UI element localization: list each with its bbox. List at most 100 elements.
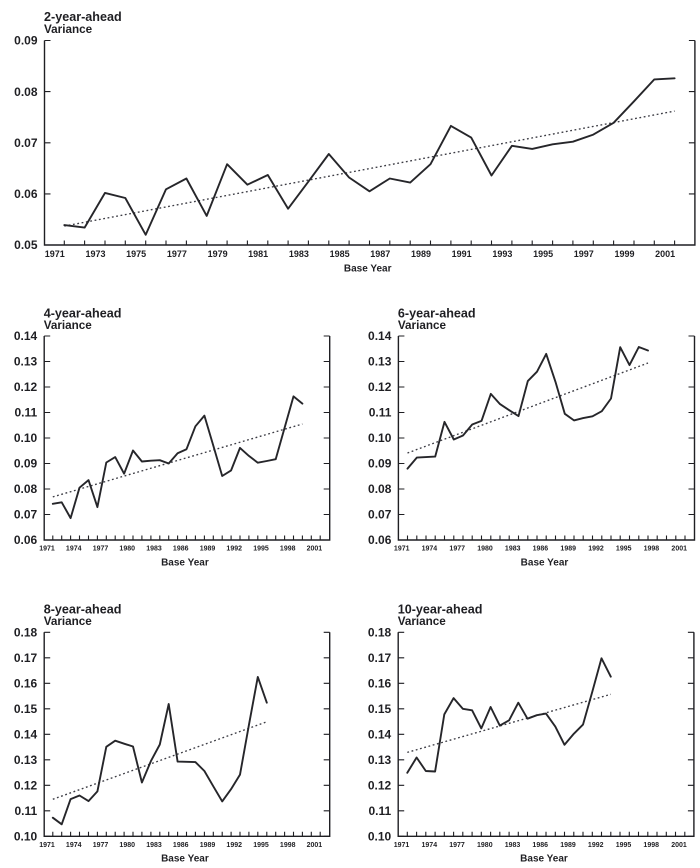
svg-text:4-year-ahead: 4-year-ahead [44, 307, 122, 321]
svg-text:0.11: 0.11 [14, 804, 37, 818]
svg-text:Variance: Variance [398, 319, 447, 332]
svg-text:0.08: 0.08 [14, 85, 38, 99]
svg-text:2001: 2001 [671, 842, 687, 849]
svg-text:1998: 1998 [280, 546, 296, 553]
svg-text:6-year-ahead: 6-year-ahead [398, 307, 476, 321]
svg-text:1998: 1998 [643, 842, 659, 849]
svg-text:0.17: 0.17 [368, 651, 392, 665]
svg-text:0.16: 0.16 [14, 677, 38, 691]
svg-text:1980: 1980 [119, 546, 135, 553]
svg-text:0.07: 0.07 [368, 508, 392, 522]
svg-text:1992: 1992 [588, 546, 604, 553]
svg-text:1987: 1987 [370, 249, 390, 259]
svg-text:1974: 1974 [66, 842, 82, 849]
svg-text:1986: 1986 [532, 842, 548, 849]
svg-text:1977: 1977 [93, 842, 109, 849]
svg-text:8-year-ahead: 8-year-ahead [44, 603, 122, 617]
svg-text:0.07: 0.07 [14, 508, 38, 522]
svg-text:0.16: 0.16 [368, 677, 392, 691]
svg-text:1971: 1971 [394, 842, 410, 849]
svg-text:Variance: Variance [44, 615, 93, 628]
svg-text:1983: 1983 [146, 842, 162, 849]
svg-text:1974: 1974 [422, 546, 438, 553]
svg-text:1989: 1989 [411, 249, 431, 259]
svg-text:1983: 1983 [505, 546, 521, 553]
svg-text:1985: 1985 [330, 249, 350, 259]
svg-text:0.13: 0.13 [368, 355, 392, 369]
svg-text:0.08: 0.08 [14, 482, 38, 496]
svg-text:1980: 1980 [477, 842, 493, 849]
svg-text:1997: 1997 [574, 249, 594, 259]
svg-text:1971: 1971 [39, 842, 55, 849]
svg-text:0.13: 0.13 [14, 355, 38, 369]
svg-text:0.09: 0.09 [14, 457, 38, 471]
svg-text:1977: 1977 [167, 249, 187, 259]
svg-text:1995: 1995 [616, 842, 632, 849]
svg-text:1986: 1986 [173, 546, 189, 553]
svg-text:1983: 1983 [505, 842, 521, 849]
svg-text:1999: 1999 [614, 249, 634, 259]
svg-text:0.12: 0.12 [368, 380, 392, 394]
svg-text:0.11: 0.11 [368, 804, 391, 818]
svg-text:2001: 2001 [671, 546, 687, 553]
svg-text:0.11: 0.11 [14, 406, 37, 420]
svg-text:1981: 1981 [248, 249, 268, 259]
svg-text:0.14: 0.14 [14, 728, 38, 742]
svg-text:1992: 1992 [226, 842, 242, 849]
svg-text:10-year-ahead: 10-year-ahead [398, 603, 483, 617]
svg-text:1980: 1980 [477, 546, 493, 553]
svg-text:1977: 1977 [93, 546, 109, 553]
svg-text:0.05: 0.05 [14, 238, 38, 252]
svg-text:1979: 1979 [208, 249, 228, 259]
svg-text:0.14: 0.14 [368, 329, 392, 343]
svg-text:1989: 1989 [200, 546, 216, 553]
svg-text:1974: 1974 [422, 842, 438, 849]
svg-text:Base Year: Base Year [161, 558, 209, 569]
svg-text:0.12: 0.12 [14, 380, 38, 394]
svg-text:1989: 1989 [200, 842, 216, 849]
svg-text:Variance: Variance [44, 23, 93, 36]
svg-text:1986: 1986 [533, 546, 549, 553]
svg-text:0.13: 0.13 [14, 753, 38, 767]
svg-text:0.18: 0.18 [368, 626, 392, 640]
svg-text:1992: 1992 [588, 842, 604, 849]
svg-text:0.10: 0.10 [14, 431, 38, 445]
svg-text:1971: 1971 [394, 546, 410, 553]
svg-text:0.17: 0.17 [14, 651, 38, 665]
svg-text:0.15: 0.15 [14, 702, 38, 716]
svg-text:0.11: 0.11 [369, 406, 392, 420]
svg-text:0.10: 0.10 [14, 830, 38, 844]
svg-text:1993: 1993 [492, 249, 512, 259]
svg-text:1991: 1991 [452, 249, 472, 259]
svg-text:0.15: 0.15 [368, 702, 392, 716]
svg-text:1995: 1995 [616, 546, 632, 553]
svg-text:1998: 1998 [280, 842, 296, 849]
svg-text:0.10: 0.10 [368, 431, 392, 445]
svg-text:1989: 1989 [560, 842, 576, 849]
svg-text:1986: 1986 [173, 842, 189, 849]
svg-text:Base Year: Base Year [521, 558, 569, 569]
svg-text:1992: 1992 [226, 546, 242, 553]
svg-text:2001: 2001 [307, 546, 323, 553]
svg-text:1974: 1974 [66, 546, 82, 553]
svg-text:0.08: 0.08 [368, 482, 392, 496]
svg-text:1995: 1995 [253, 546, 269, 553]
svg-text:0.12: 0.12 [368, 779, 392, 793]
svg-text:0.18: 0.18 [14, 626, 38, 640]
svg-text:0.06: 0.06 [368, 533, 392, 547]
svg-text:Variance: Variance [44, 319, 93, 332]
svg-text:2-year-ahead: 2-year-ahead [44, 10, 122, 24]
svg-text:1977: 1977 [449, 842, 465, 849]
svg-text:0.13: 0.13 [368, 753, 392, 767]
svg-text:Base Year: Base Year [520, 854, 568, 865]
svg-text:1971: 1971 [39, 546, 55, 553]
svg-text:1973: 1973 [85, 249, 105, 259]
svg-text:1995: 1995 [253, 842, 269, 849]
svg-text:1983: 1983 [289, 249, 309, 259]
svg-text:1998: 1998 [644, 546, 660, 553]
svg-text:2001: 2001 [307, 842, 323, 849]
svg-text:0.12: 0.12 [14, 779, 38, 793]
svg-text:1983: 1983 [146, 546, 162, 553]
svg-text:1980: 1980 [119, 842, 135, 849]
svg-text:1995: 1995 [533, 249, 553, 259]
